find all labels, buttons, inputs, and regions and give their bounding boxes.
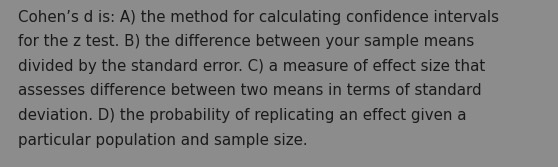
Text: Cohen’s d is: A) the method for calculating confidence intervals: Cohen’s d is: A) the method for calculat… bbox=[18, 10, 499, 25]
Text: for the z test. B) the difference between your sample means: for the z test. B) the difference betwee… bbox=[18, 35, 474, 49]
Text: assesses difference between two means in terms of standard: assesses difference between two means in… bbox=[18, 84, 482, 99]
Text: deviation. D) the probability of replicating an effect given a: deviation. D) the probability of replica… bbox=[18, 108, 466, 123]
Text: particular population and sample size.: particular population and sample size. bbox=[18, 132, 307, 147]
Text: divided by the standard error. C) a measure of effect size that: divided by the standard error. C) a meas… bbox=[18, 59, 485, 74]
